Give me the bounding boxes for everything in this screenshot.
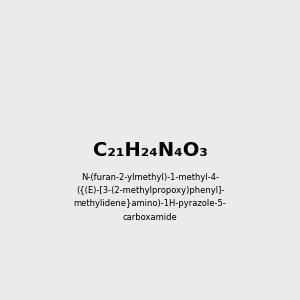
Text: carboxamide: carboxamide [123,213,177,222]
Text: C₂₁H₂₄N₄O₃: C₂₁H₂₄N₄O₃ [93,140,207,160]
Text: N-(furan-2-ylmethyl)-1-methyl-4-: N-(furan-2-ylmethyl)-1-methyl-4- [81,172,219,182]
Text: methylidene}amino)-1H-pyrazole-5-: methylidene}amino)-1H-pyrazole-5- [74,200,226,208]
Text: ({(E)-[3-(2-methylpropoxy)phenyl]-: ({(E)-[3-(2-methylpropoxy)phenyl]- [76,186,224,195]
